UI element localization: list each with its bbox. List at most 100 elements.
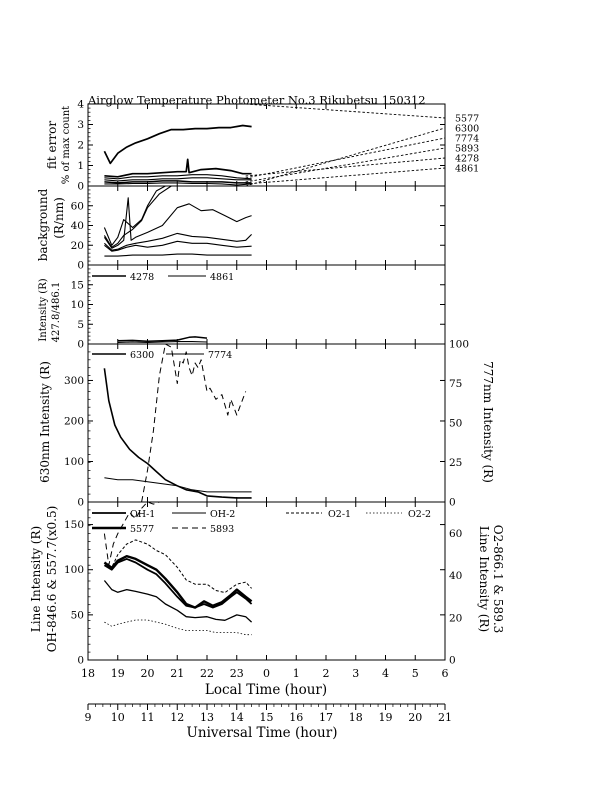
fit-error-label-6300: 6300 <box>455 124 479 135</box>
blue-intensity-ytick-label: 15 <box>71 279 84 291</box>
fit-error-label-4861: 4861 <box>455 164 479 175</box>
red-intensity-ylabel: 630nm Intensity (R) <box>38 361 52 483</box>
local-time-tick-label: 21 <box>170 667 184 680</box>
fit-error-ytick-label: 0 <box>77 181 84 193</box>
red-intensity-series-6300 <box>103 368 252 499</box>
universal-time-label: Universal Time (hour) <box>187 725 338 741</box>
red-intensity-ytick-right-label: 75 <box>449 378 462 390</box>
local-time-tick-label: 2 <box>323 667 330 680</box>
universal-time-tick-label: 9 <box>85 711 92 724</box>
blue-intensity-series-4861 <box>117 341 208 343</box>
fit-error-label-7774: 7774 <box>455 134 479 145</box>
fit-error-series-4861 <box>104 182 252 186</box>
line-intensity-ylabel-right: Line Intensity (R) <box>477 526 491 632</box>
fit-error-label-5577: 5577 <box>455 114 479 125</box>
line-intensity-ytick-right-label: 40 <box>449 570 462 582</box>
fit-error-ytick-label: 1 <box>77 160 84 172</box>
local-time-tick-label: 23 <box>230 667 244 680</box>
local-time-tick-label: 4 <box>382 667 389 680</box>
fit-error-ylabel: fit error <box>45 121 59 169</box>
fit-error-ytick-label: 4 <box>77 99 84 111</box>
line-intensity-series-O2-1 <box>104 539 252 594</box>
legend-label-o22: O2-2 <box>408 509 431 520</box>
fit-error-ytick-label: 2 <box>77 140 84 152</box>
local-time-tick-label: 0 <box>263 667 270 680</box>
line-intensity-ylabel2: OH-846.6 & 557.7(x0.5) <box>45 506 59 653</box>
red-intensity-ytick-right-label: 0 <box>449 497 456 509</box>
red-intensity-ytick-right-label: 25 <box>449 457 462 469</box>
red-intensity-ytick-label: 0 <box>77 497 84 509</box>
line-intensity-series-OH-1 <box>103 558 253 609</box>
fit-error-label-4278: 4278 <box>455 154 479 165</box>
universal-time-tick-label: 21 <box>438 711 452 724</box>
red-intensity-ylabel-right: 777nm Intensity (R) <box>481 361 495 483</box>
line-intensity-ylabel2-right: O2-866.1 & 589.3 <box>491 525 505 634</box>
panel-red-intensity: 630nm Intensity (R) 777nm Intensity (R) … <box>38 339 495 509</box>
fit-error-leader-6300 <box>245 127 446 187</box>
red-intensity-frame <box>87 343 446 503</box>
legend-label-4861: 4861 <box>210 272 234 283</box>
panel-background: background (R/nm) 0 20 40 60 <box>36 185 446 272</box>
fit-error-leader-4861 <box>245 167 446 185</box>
line-intensity-ytick-label: 150 <box>64 519 84 531</box>
legend-label-5893: 5893 <box>210 524 234 535</box>
red-intensity-ytick-label: 200 <box>64 415 84 427</box>
time-axes: Local Time (hour) Universal Time (hour) … <box>81 667 452 741</box>
fit-error-ylabel2: % of max count <box>61 106 72 184</box>
universal-time-tick-label: 18 <box>349 711 363 724</box>
background-series-bg-3 <box>103 197 252 249</box>
legend-label-7774: 7774 <box>208 350 232 361</box>
panel-fit-error: fit error % of max count 0 1 2 3 4 5577630077… <box>45 99 479 193</box>
legend-label-6300: 6300 <box>130 350 154 361</box>
background-series-bg-4 <box>104 232 252 251</box>
universal-time-tick-label: 14 <box>230 711 244 724</box>
background-ytick-label: 60 <box>71 200 84 212</box>
local-time-tick-label: 22 <box>200 667 214 680</box>
blue-intensity-ytick-label: 5 <box>77 319 84 331</box>
universal-time-tick-label: 19 <box>379 711 393 724</box>
red-intensity-ytick-right-label: 50 <box>449 418 462 430</box>
universal-time-tick-label: 13 <box>200 711 214 724</box>
local-time-tick-label: 6 <box>442 667 449 680</box>
local-time-tick-label: 1 <box>293 667 300 680</box>
background-ytick-label: 40 <box>71 220 84 232</box>
blue-intensity-ylabel2: 427.8/486.1 <box>51 282 62 343</box>
local-time-tick-label: 19 <box>111 667 125 680</box>
background-ylabel: background <box>36 188 50 261</box>
background-ytick-label: 0 <box>77 260 84 272</box>
fit-error-series-6300 <box>104 158 252 178</box>
blue-intensity-series-4278 <box>117 336 208 342</box>
fit-error-leader-5893 <box>245 147 446 183</box>
line-intensity-series-O2-2 <box>104 619 252 636</box>
background-series-bg-2 <box>103 185 252 248</box>
fit-error-leader-4278 <box>245 157 446 177</box>
universal-time-tick-label: 16 <box>289 711 303 724</box>
fit-error-ytick-label: 3 <box>77 119 84 131</box>
fit-error-label-5893: 5893 <box>455 144 479 155</box>
background-series-bg-6 <box>104 253 252 257</box>
fit-error-leader-7774 <box>245 137 446 179</box>
line-intensity-ytick-right-label: 20 <box>449 612 462 624</box>
red-intensity-ytick-label: 300 <box>64 375 84 387</box>
red-intensity-ytick-label: 100 <box>64 456 84 468</box>
universal-time-tick-label: 10 <box>111 711 125 724</box>
background-ylabel2: (R/nm) <box>52 197 66 239</box>
line-intensity-ytick-right-label: 60 <box>449 528 462 540</box>
line-intensity-series-5577 <box>103 555 253 609</box>
background-frame <box>87 185 446 266</box>
blue-intensity-ytick-label: 10 <box>71 299 84 311</box>
legend-label-4278: 4278 <box>130 272 154 283</box>
legend-label-5577: 5577 <box>130 524 154 535</box>
line-intensity-ytick-label: 100 <box>64 564 84 576</box>
blue-intensity-ylabel: Intensity (R) <box>38 278 49 341</box>
universal-time-tick-label: 11 <box>141 711 155 724</box>
line-intensity-series-OH-2 <box>103 580 253 623</box>
background-series-bg-1 <box>103 185 166 246</box>
red-intensity-ytick-right-label: 100 <box>449 339 469 351</box>
local-time-tick-label: 20 <box>141 667 155 680</box>
red-intensity-series-7774 <box>141 343 247 503</box>
background-ytick-label: 20 <box>71 240 84 252</box>
fit-error-series-5577 <box>103 124 252 165</box>
local-time-tick-label: 5 <box>412 667 419 680</box>
universal-time-tick-label: 17 <box>319 711 333 724</box>
